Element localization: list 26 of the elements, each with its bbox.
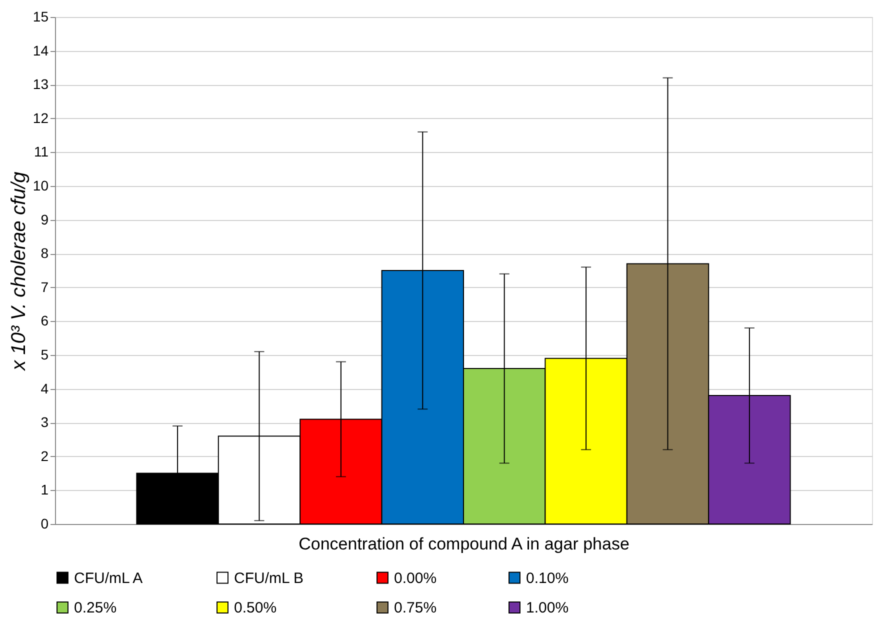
y-tick-label: 12 <box>32 110 49 126</box>
y-tick-label: 2 <box>40 448 49 464</box>
legend-label: 0.25% <box>74 600 117 616</box>
y-tick-label: 8 <box>40 245 49 262</box>
legend-label: 0.00% <box>394 570 437 587</box>
y-tick-label: 9 <box>40 211 49 228</box>
legend-label: CFU/mL B <box>234 570 304 587</box>
legend-label: CFU/mL A <box>74 570 143 587</box>
y-tick-label: 0 <box>40 516 49 532</box>
y-tick-label: 15 <box>32 8 49 24</box>
y-tick-label: 4 <box>40 380 49 396</box>
y-tick-label: 3 <box>40 414 49 430</box>
y-tick-label: 7 <box>40 278 49 295</box>
y-tick-label: 6 <box>40 312 49 329</box>
y-tick-label: 1 <box>40 482 49 498</box>
legend-label: 0.75% <box>394 600 437 616</box>
legend-label: 0.50% <box>234 600 277 616</box>
y-axis-title: x 10³ V. cholerae cfu/g <box>8 172 30 372</box>
y-tick-label: 13 <box>32 76 49 92</box>
x-axis-title: Concentration of compound A in agar phase <box>298 534 630 554</box>
y-tick-label: 5 <box>40 346 49 362</box>
y-tick-label: 10 <box>32 178 49 194</box>
legend-label: 1.00% <box>526 600 569 616</box>
legend-label: 0.10% <box>526 570 569 587</box>
y-tick-label: 11 <box>34 144 49 160</box>
y-tick-label: 14 <box>32 42 49 58</box>
